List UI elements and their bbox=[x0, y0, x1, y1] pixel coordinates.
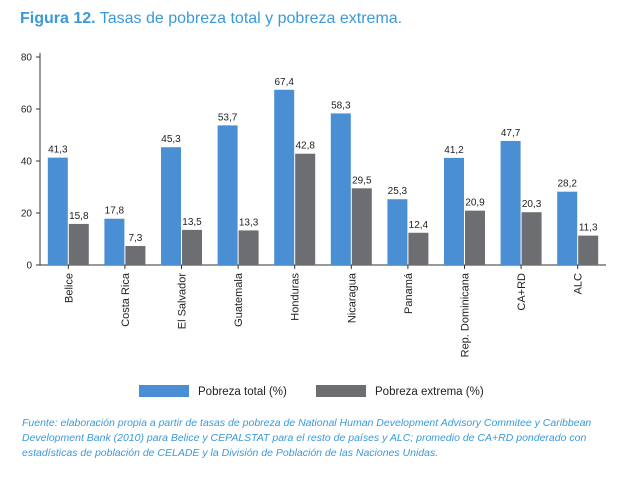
bar-pobreza-extrema bbox=[238, 230, 259, 265]
bar-value-label: 17,8 bbox=[105, 206, 125, 217]
bar-pobreza-extrema bbox=[408, 232, 429, 265]
y-tick-label: 0 bbox=[26, 261, 32, 272]
figure-title-text: Tasas de pobreza total y pobreza extrema… bbox=[99, 10, 403, 27]
bar-value-label: 41,2 bbox=[444, 145, 464, 156]
x-tick-label: ALC bbox=[573, 273, 585, 294]
bar-value-label: 7,3 bbox=[128, 233, 142, 244]
bar-pobreza-total bbox=[387, 199, 408, 265]
bar-value-label: 13,3 bbox=[239, 217, 259, 228]
bar-value-label: 20,3 bbox=[522, 199, 542, 210]
x-tick-label: Guatemala bbox=[233, 272, 245, 327]
figure-title: Figura 12. Tasas de pobreza total y pobr… bbox=[20, 10, 402, 28]
figure-number: Figura 12. bbox=[20, 10, 96, 27]
bar-pobreza-extrema bbox=[351, 188, 372, 265]
x-tick-label: CA+RD bbox=[516, 273, 528, 311]
bar-value-label: 15,8 bbox=[69, 211, 89, 222]
bar-value-label: 20,9 bbox=[465, 198, 485, 209]
bar-pobreza-extrema bbox=[521, 212, 542, 265]
bar-value-label: 11,3 bbox=[579, 223, 598, 234]
bar-value-label: 25,3 bbox=[388, 186, 408, 197]
bar-pobreza-total bbox=[161, 147, 181, 265]
bar-pobreza-total bbox=[500, 140, 521, 265]
bar-value-label: 41,3 bbox=[48, 145, 68, 156]
bar-value-label: 12,4 bbox=[409, 220, 429, 231]
x-tick-label: Nicaragua bbox=[346, 272, 358, 323]
bar-pobreza-extrema bbox=[68, 223, 89, 265]
bar-pobreza-total bbox=[274, 89, 295, 265]
x-tick-label: El Salvador bbox=[177, 273, 189, 330]
bar-value-label: 45,3 bbox=[161, 134, 181, 145]
x-tick-label: Panamá bbox=[403, 272, 415, 314]
y-tick-label: 80 bbox=[21, 53, 33, 64]
x-tick-label: Rep. Dominicana bbox=[460, 272, 472, 357]
x-tick-label: Belice bbox=[63, 273, 75, 303]
legend-swatch bbox=[316, 385, 366, 397]
bar-value-label: 42,8 bbox=[295, 141, 315, 152]
bar-value-label: 29,5 bbox=[352, 175, 372, 186]
bar-value-label: 58,3 bbox=[331, 100, 351, 111]
bar-value-label: 47,7 bbox=[501, 128, 521, 139]
source-note: Fuente: elaboración propia a partir de t… bbox=[22, 417, 592, 459]
bar-pobreza-extrema bbox=[295, 153, 316, 265]
x-tick-label: Costa Rica bbox=[120, 272, 132, 327]
legend-label: Pobreza extrema (%) bbox=[375, 386, 484, 398]
bar-value-label: 67,4 bbox=[274, 77, 294, 88]
bar-pobreza-total bbox=[330, 113, 351, 265]
y-tick-label: 20 bbox=[21, 209, 33, 220]
legend-label: Pobreza total (%) bbox=[198, 386, 287, 398]
bar-pobreza-extrema bbox=[125, 246, 146, 265]
bar-value-label: 53,7 bbox=[218, 112, 238, 123]
bar-value-label: 13,5 bbox=[182, 217, 202, 228]
bar-pobreza-extrema bbox=[465, 210, 485, 265]
x-tick-label: Honduras bbox=[290, 273, 302, 321]
bar-value-label: 28,2 bbox=[557, 179, 577, 190]
bar-pobreza-total bbox=[444, 157, 464, 265]
bar-pobreza-extrema bbox=[578, 235, 599, 265]
y-tick-label: 60 bbox=[21, 105, 33, 116]
bar-chart: 0 20 40 60 80 41,3 15,8 Belice 17,8 7,3 Costa Rica… bbox=[21, 53, 606, 398]
bar-pobreza-total bbox=[47, 157, 68, 265]
bar-pobreza-total bbox=[557, 191, 578, 265]
y-tick-label: 40 bbox=[21, 157, 33, 168]
legend-swatch bbox=[139, 385, 189, 397]
bar-pobreza-total bbox=[104, 218, 125, 265]
bar-pobreza-extrema bbox=[182, 229, 202, 265]
bar-pobreza-total bbox=[217, 125, 238, 265]
